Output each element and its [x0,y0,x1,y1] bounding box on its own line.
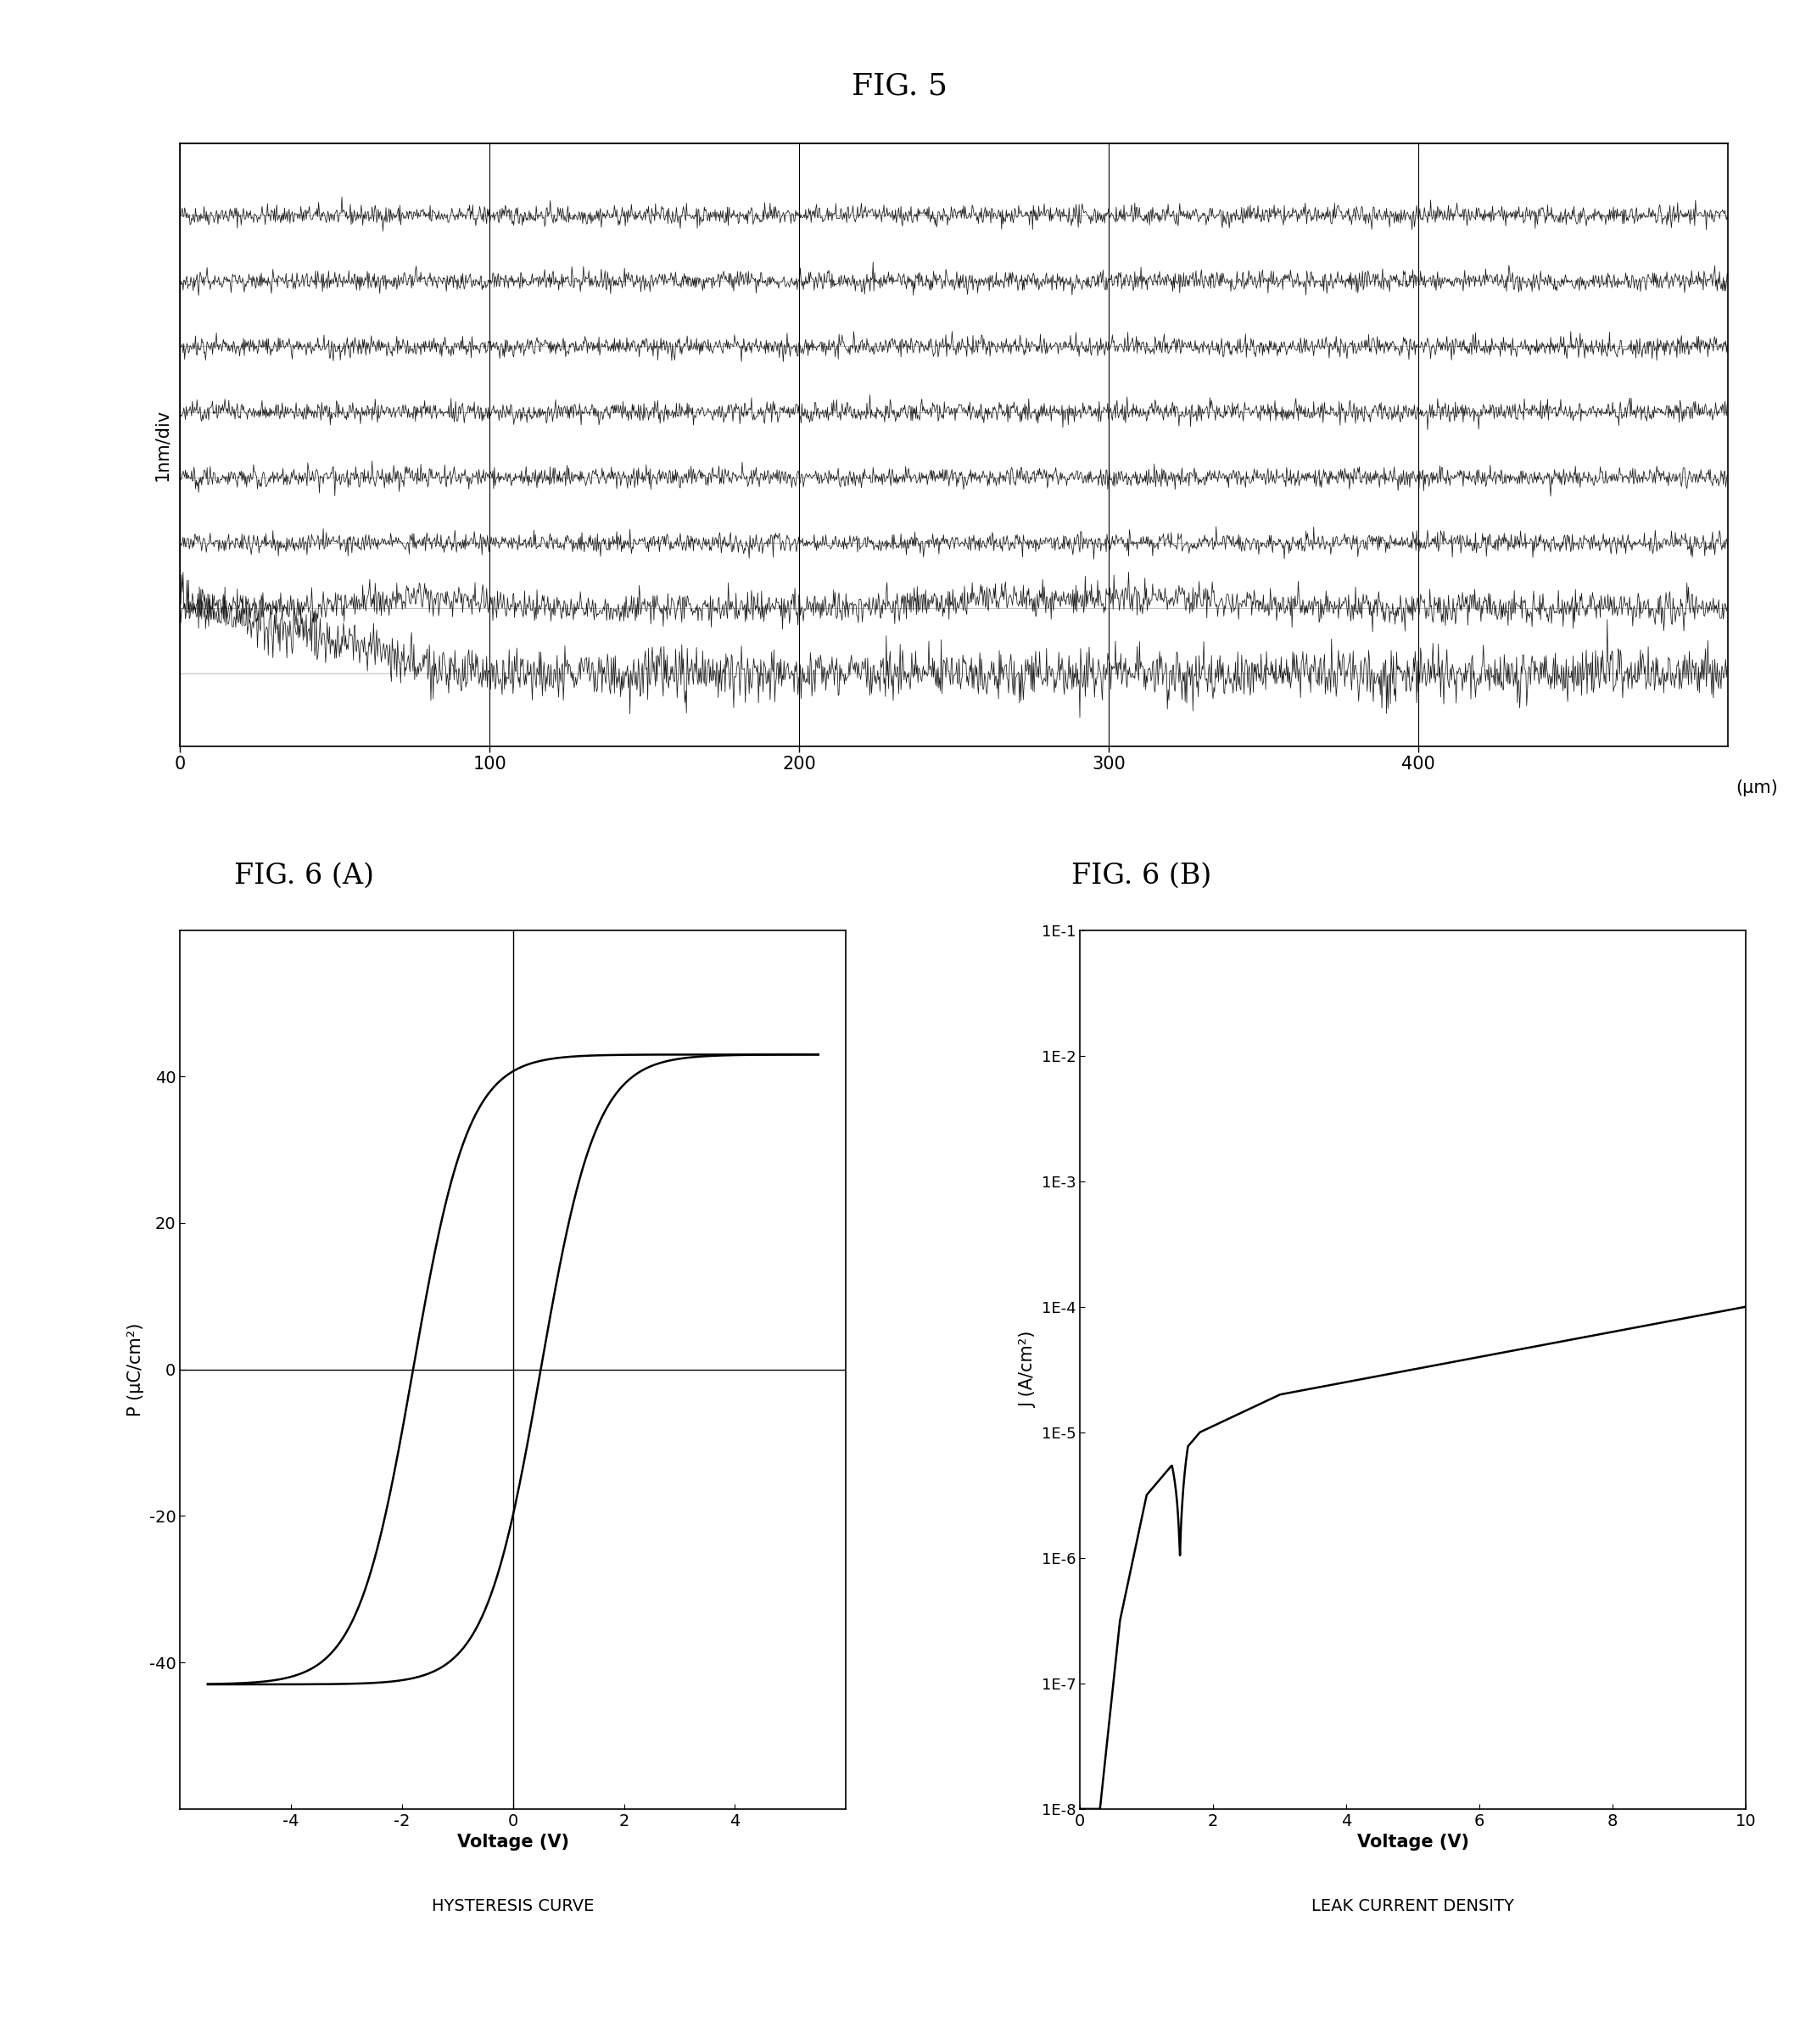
Text: LEAK CURRENT DENSITY: LEAK CURRENT DENSITY [1312,1899,1514,1915]
Text: FIG. 5: FIG. 5 [851,72,949,100]
Y-axis label: 1nm/div: 1nm/div [153,409,171,480]
X-axis label: Voltage (V): Voltage (V) [457,1833,569,1852]
Y-axis label: P (μC/cm²): P (μC/cm²) [128,1322,144,1416]
Text: HYSTERESIS CURVE: HYSTERESIS CURVE [432,1899,594,1915]
X-axis label: Voltage (V): Voltage (V) [1357,1833,1469,1852]
Text: FIG. 6 (A): FIG. 6 (A) [234,863,374,889]
Text: (μm): (μm) [1735,779,1778,797]
Y-axis label: J (A/cm²): J (A/cm²) [1021,1331,1037,1408]
Text: FIG. 6 (B): FIG. 6 (B) [1071,863,1211,889]
